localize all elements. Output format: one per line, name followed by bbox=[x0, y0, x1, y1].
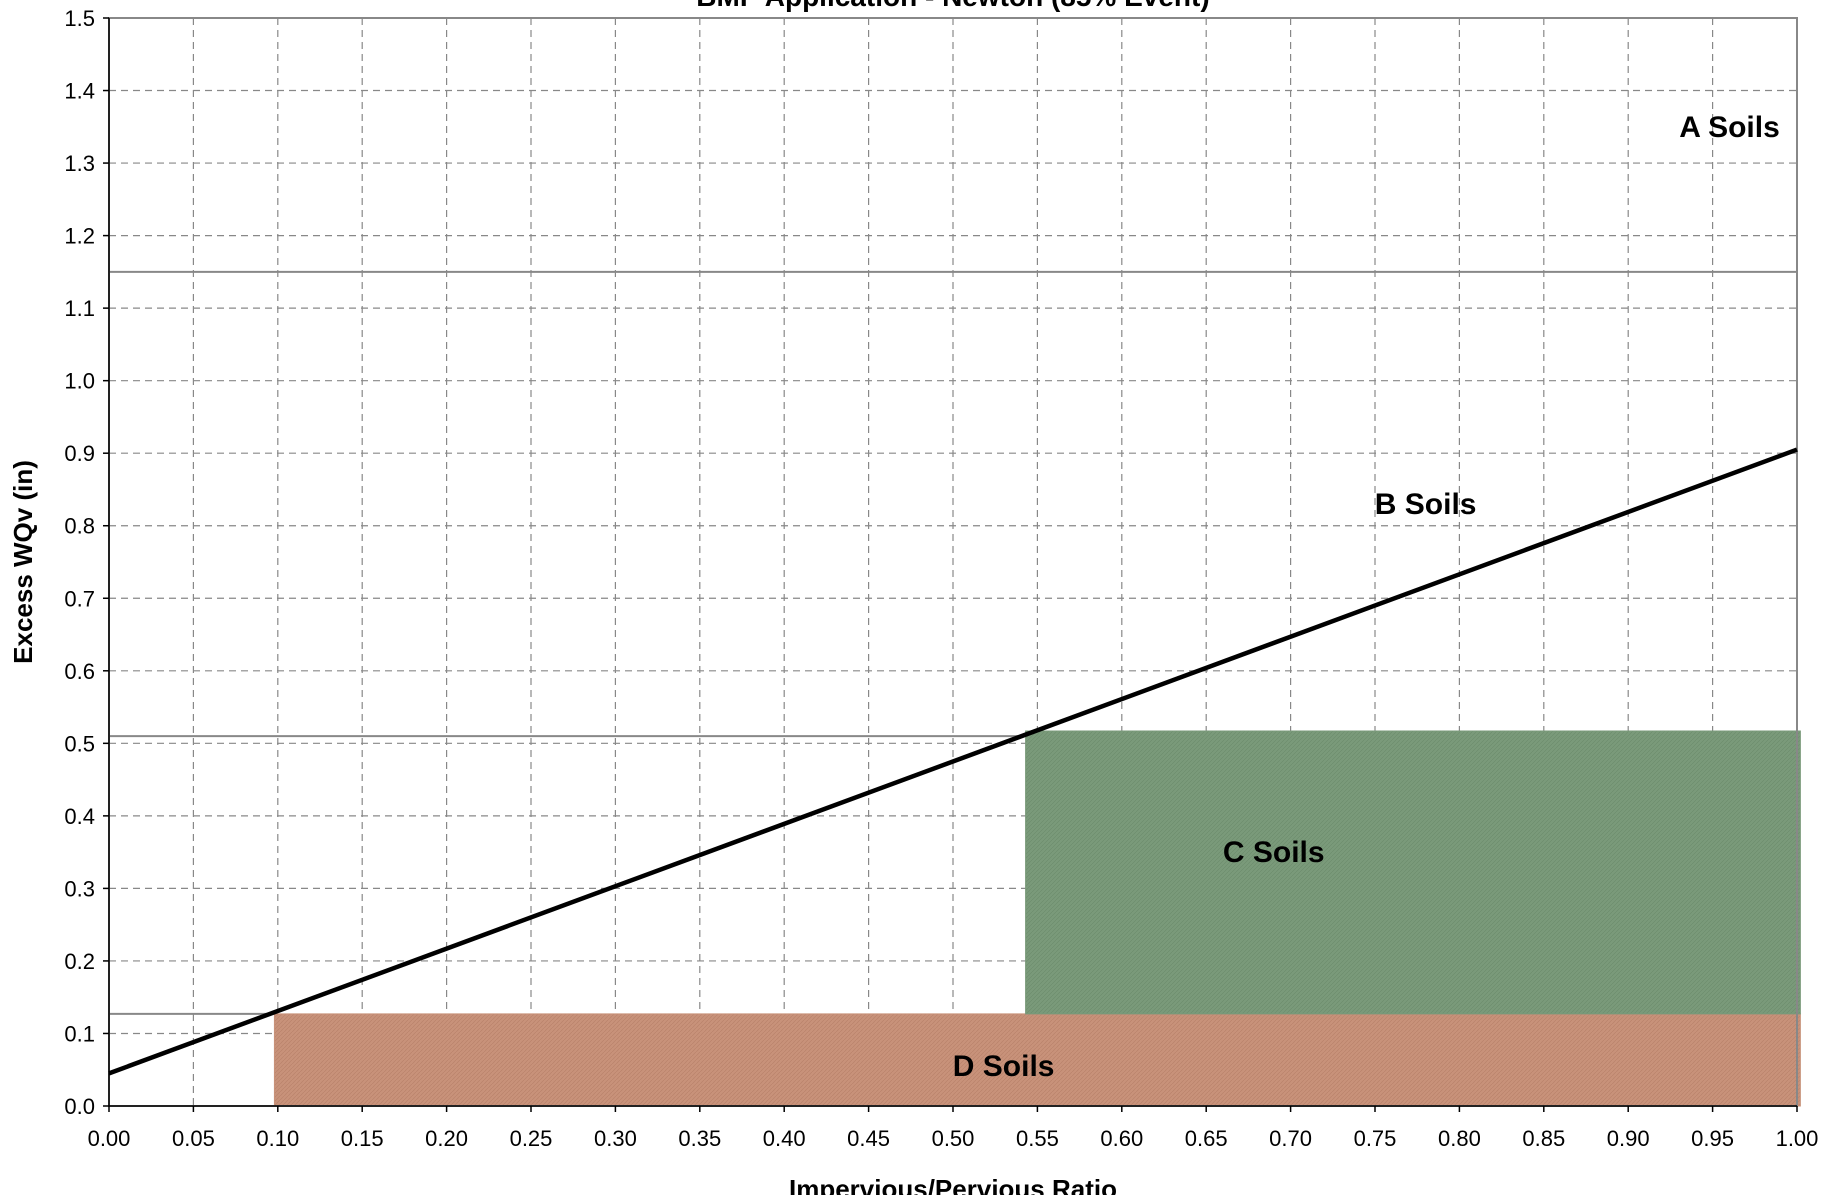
region-labels: D Soils C Soils B Soils A Soils bbox=[953, 111, 1780, 1083]
y-tick-label-14: 1.4 bbox=[64, 79, 95, 104]
chart-title: BMP Application - Newton (85% Event) bbox=[696, 0, 1209, 12]
y-tick-label-4: 0.4 bbox=[64, 804, 95, 829]
x-axis-title: Impervious/Pervious Ratio bbox=[789, 1174, 1117, 1195]
x-tick-label-2: 0.10 bbox=[256, 1126, 299, 1151]
y-tick-label-15: 1.5 bbox=[64, 6, 95, 31]
x-tick-label-0: 0.00 bbox=[88, 1126, 131, 1151]
b-soils-label: B Soils bbox=[1375, 488, 1477, 521]
y-tick-label-5: 0.5 bbox=[64, 731, 95, 756]
x-tick-label-3: 0.15 bbox=[341, 1126, 384, 1151]
c-soils-label: C Soils bbox=[1223, 836, 1325, 869]
x-tick-label-13: 0.65 bbox=[1185, 1126, 1228, 1151]
series-line bbox=[108, 447, 1798, 1076]
d-soils-label: D Soils bbox=[953, 1050, 1055, 1083]
x-tick-label-10: 0.50 bbox=[932, 1126, 975, 1151]
x-tick-label-20: 1.00 bbox=[1776, 1126, 1819, 1151]
y-tick-label-12: 1.2 bbox=[64, 224, 95, 249]
x-tick-label-9: 0.45 bbox=[847, 1126, 890, 1151]
c-soils-region bbox=[1025, 730, 1801, 1015]
y-tick-label-1: 0.1 bbox=[64, 1021, 95, 1046]
y-tick-label-13: 1.3 bbox=[64, 151, 95, 176]
x-tick-label-16: 0.80 bbox=[1438, 1126, 1481, 1151]
x-tick-label-8: 0.40 bbox=[763, 1126, 806, 1151]
axes bbox=[103, 17, 1798, 1112]
x-tick-label-14: 0.70 bbox=[1269, 1126, 1312, 1151]
y-tick-label-10: 1.0 bbox=[64, 369, 95, 394]
soil-regions bbox=[273, 730, 1801, 1107]
y-tick-label-6: 0.6 bbox=[64, 659, 95, 684]
y-tick-label-2: 0.2 bbox=[64, 949, 95, 974]
x-tick-label-19: 0.95 bbox=[1691, 1126, 1734, 1151]
y-tick-label-11: 1.1 bbox=[64, 296, 95, 321]
x-tick-label-1: 0.05 bbox=[172, 1126, 215, 1151]
x-tick-label-17: 0.85 bbox=[1522, 1126, 1565, 1151]
y-tick-label-8: 0.8 bbox=[64, 514, 95, 539]
x-tick-label-15: 0.75 bbox=[1354, 1126, 1397, 1151]
a-soils-label: A Soils bbox=[1679, 111, 1780, 144]
y-tick-label-0: 0.0 bbox=[64, 1094, 95, 1119]
x-tick-label-4: 0.20 bbox=[425, 1126, 468, 1151]
x-tick-label-12: 0.60 bbox=[1100, 1126, 1143, 1151]
x-tick-label-7: 0.35 bbox=[678, 1126, 721, 1151]
d-soils-region bbox=[273, 1013, 1801, 1107]
boundary-lines bbox=[109, 270, 1797, 1015]
y-axis-title: Excess WQv (in) bbox=[8, 460, 38, 664]
x-tick-label-11: 0.55 bbox=[1016, 1126, 1059, 1151]
tick-labels: 0.00 0.05 0.10 0.15 0.20 0.25 0.30 0.35 0.40 0.45… bbox=[64, 6, 1818, 1151]
y-tick-label-3: 0.3 bbox=[64, 876, 95, 901]
x-tick-label-6: 0.30 bbox=[594, 1126, 637, 1151]
x-tick-label-18: 0.90 bbox=[1607, 1126, 1650, 1151]
x-tick-label-5: 0.25 bbox=[510, 1126, 553, 1151]
wqv-line bbox=[108, 447, 1798, 1076]
y-tick-label-7: 0.7 bbox=[64, 586, 95, 611]
y-tick-label-9: 0.9 bbox=[64, 441, 95, 466]
